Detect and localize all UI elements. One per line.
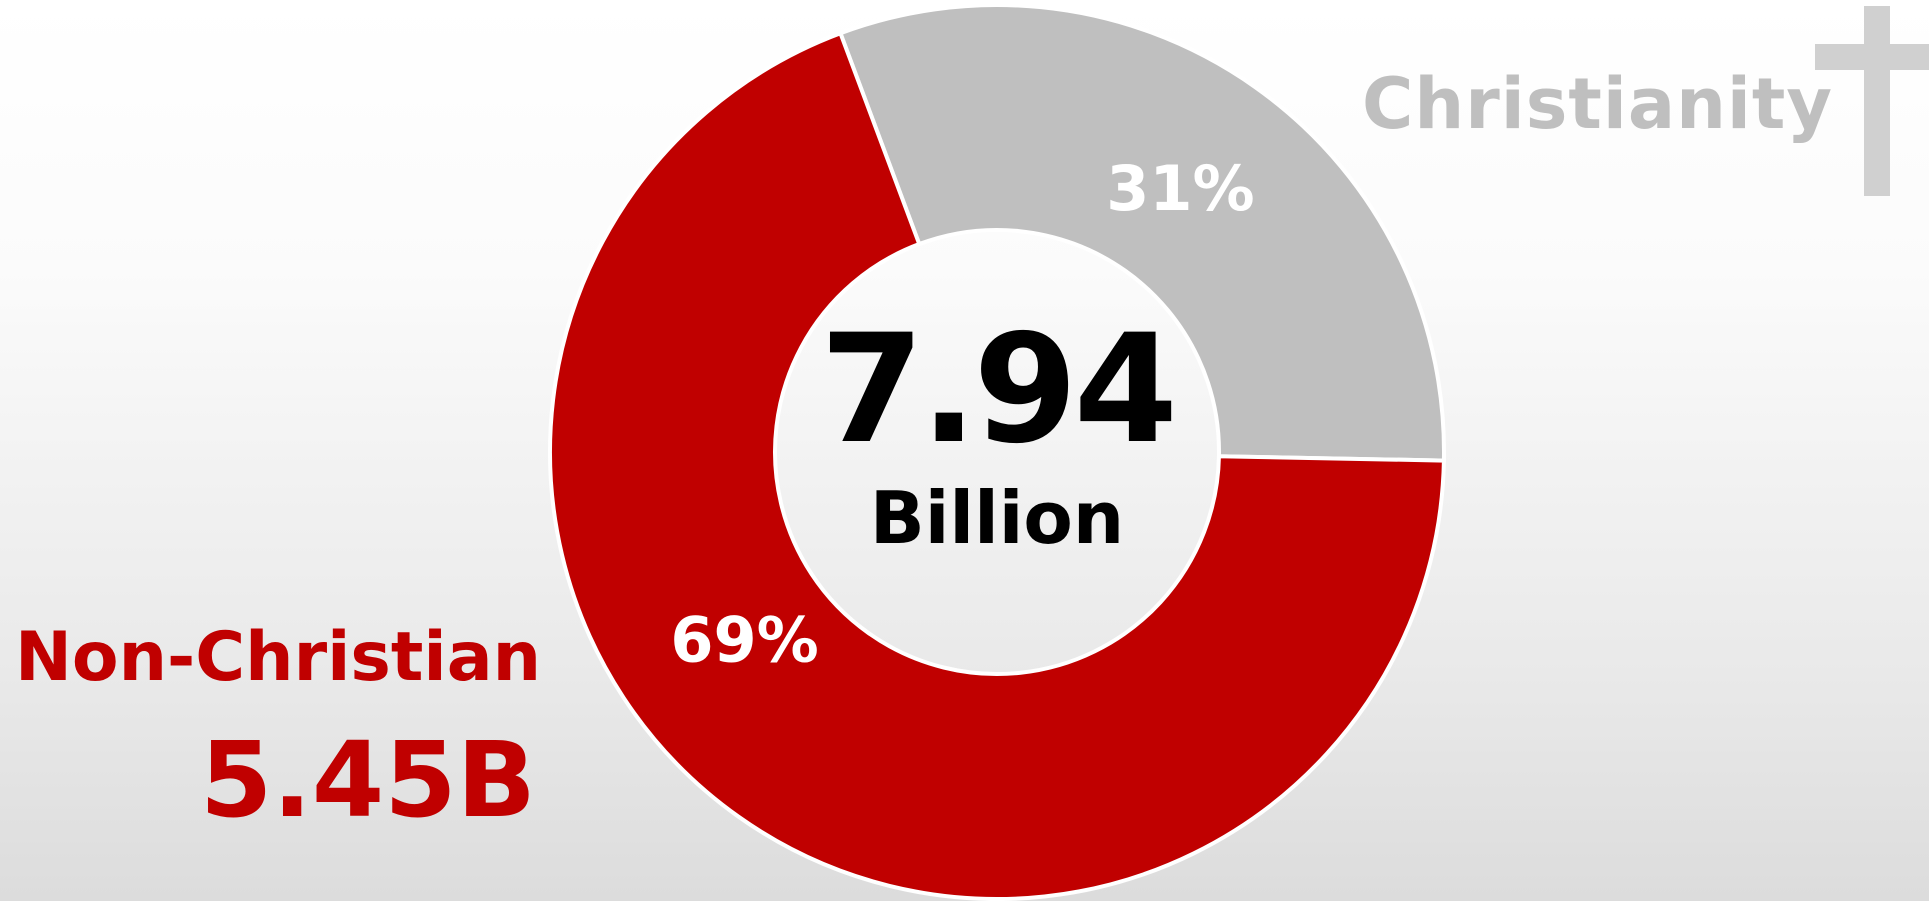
slice-non-christian	[548, 30, 1446, 901]
christianity-label: Christianity	[1362, 63, 1833, 145]
slice-label-christianity: 31%	[1106, 152, 1254, 225]
slice-label-non-christian: 69%	[670, 603, 818, 676]
non-christian-total-value: 5.45B	[200, 719, 536, 841]
slice-christianity	[837, 3, 1446, 463]
center-total-value: 7.94	[819, 303, 1178, 477]
non-christian-label: Non-Christian	[15, 618, 542, 697]
cross-icon	[1812, 6, 1929, 196]
center-total-unit: Billion	[869, 476, 1125, 560]
